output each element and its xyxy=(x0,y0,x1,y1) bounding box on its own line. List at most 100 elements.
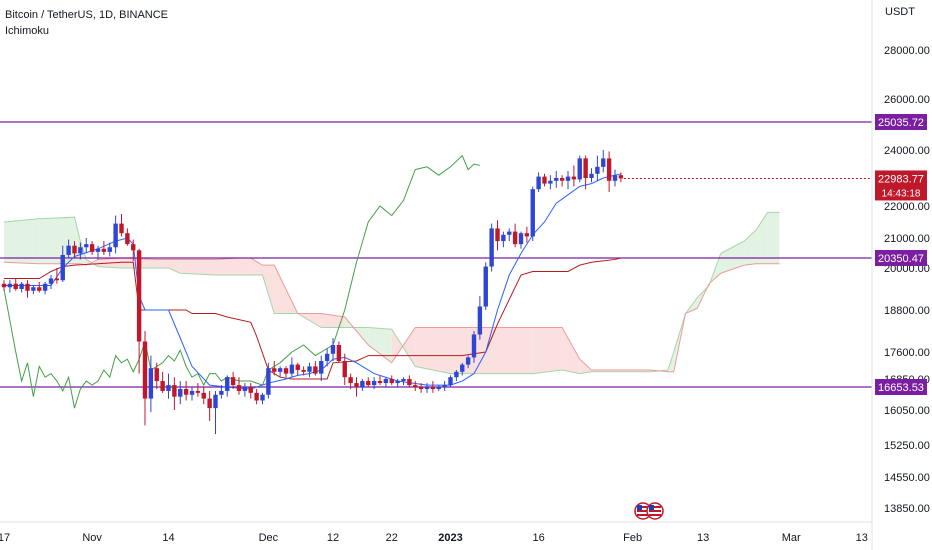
cloud-segment xyxy=(74,217,81,264)
candle xyxy=(354,377,359,397)
x-tick-label: 13 xyxy=(856,532,868,544)
candle xyxy=(160,371,165,393)
chart-title: Bitcoin / TetherUS, 1D, BINANCE xyxy=(5,9,169,21)
us-flag-icon[interactable] xyxy=(646,502,664,520)
candle xyxy=(66,239,71,259)
candle xyxy=(242,383,248,397)
candle xyxy=(324,348,330,367)
candle xyxy=(78,242,83,260)
candle xyxy=(548,175,553,190)
candle xyxy=(89,241,95,255)
x-tick-label: 12 xyxy=(327,532,339,544)
candle xyxy=(266,362,271,399)
x-tick-label: 14 xyxy=(162,532,174,544)
candle xyxy=(148,355,154,413)
cloud-segment xyxy=(180,259,216,275)
candle xyxy=(195,383,201,397)
candle xyxy=(254,389,259,405)
candle xyxy=(371,377,377,390)
candle xyxy=(477,296,483,340)
candle xyxy=(342,353,347,386)
candle xyxy=(612,169,618,187)
x-tick-label: Mar xyxy=(782,532,801,544)
countdown-label: 14:43:18 xyxy=(882,188,921,199)
candle xyxy=(530,186,535,242)
candle xyxy=(524,226,530,243)
candle xyxy=(201,387,206,405)
cloud-segment xyxy=(562,327,580,374)
chikou-span-line xyxy=(3,154,480,409)
candle xyxy=(407,375,412,388)
candles xyxy=(1,150,624,435)
candle xyxy=(142,331,148,426)
candle xyxy=(565,171,571,190)
candle xyxy=(289,357,295,378)
candle xyxy=(489,223,494,272)
level-badge-label: 25035.72 xyxy=(878,117,924,129)
indicator-label: Ichimoku xyxy=(5,25,50,37)
candle xyxy=(518,231,524,249)
candle xyxy=(113,215,118,254)
y-tick-label: 16050.00 xyxy=(884,405,930,417)
candle xyxy=(119,214,124,237)
candle xyxy=(330,338,336,361)
candle xyxy=(101,241,107,255)
candle xyxy=(448,375,453,388)
cloud-segment xyxy=(4,218,40,264)
cloud-segment xyxy=(720,241,745,274)
candle xyxy=(248,383,253,399)
candle xyxy=(236,377,242,395)
level-badge-label: 20350.47 xyxy=(878,253,924,265)
candle xyxy=(295,362,300,376)
candle xyxy=(395,379,400,388)
candle xyxy=(107,242,112,257)
y-tick-label: 28000.00 xyxy=(884,45,930,57)
price-badges: 25035.72 20350.47 16653.53 22983.77 14:43:18 xyxy=(623,114,927,395)
candle xyxy=(183,381,189,401)
candle xyxy=(413,381,418,391)
cloud-segment xyxy=(239,258,251,275)
candle xyxy=(72,241,77,259)
candle xyxy=(542,173,547,187)
cloud-segment xyxy=(368,327,392,363)
candle xyxy=(589,168,594,183)
candle xyxy=(465,355,471,369)
candle xyxy=(230,371,236,390)
candle xyxy=(166,373,171,399)
candle xyxy=(319,355,324,382)
candle xyxy=(260,392,265,405)
candle xyxy=(219,385,224,399)
level-badge xyxy=(875,114,927,130)
y-tick-label: 18800.00 xyxy=(884,305,930,317)
candle xyxy=(577,155,582,183)
candle xyxy=(172,377,177,410)
level-badge xyxy=(875,250,927,266)
candle xyxy=(601,150,606,173)
cloud-segment xyxy=(497,327,533,374)
candle xyxy=(84,238,89,254)
x-tick-label: 13 xyxy=(697,532,709,544)
candle xyxy=(383,377,389,388)
cloud-segment xyxy=(767,212,780,264)
y-tick-label: 15250.00 xyxy=(884,440,930,452)
x-tick-label: 2023 xyxy=(438,532,462,544)
senkou-span-a-line xyxy=(3,211,780,375)
candle xyxy=(95,245,101,260)
event-icons[interactable] xyxy=(634,502,664,520)
candle xyxy=(554,171,559,188)
candle xyxy=(418,383,424,393)
candle xyxy=(348,373,353,390)
candle xyxy=(559,175,565,187)
candle xyxy=(13,278,18,291)
candle xyxy=(307,362,312,378)
current-price-badge xyxy=(875,170,927,201)
y-tick-label: 24000.00 xyxy=(884,145,930,157)
candle xyxy=(507,228,512,242)
candle xyxy=(154,362,159,390)
ichimoku-cloud xyxy=(3,211,780,375)
candle xyxy=(583,155,588,190)
candle xyxy=(31,285,36,295)
x-tick-label: Dec xyxy=(259,532,279,544)
cloud-segment xyxy=(156,259,169,268)
